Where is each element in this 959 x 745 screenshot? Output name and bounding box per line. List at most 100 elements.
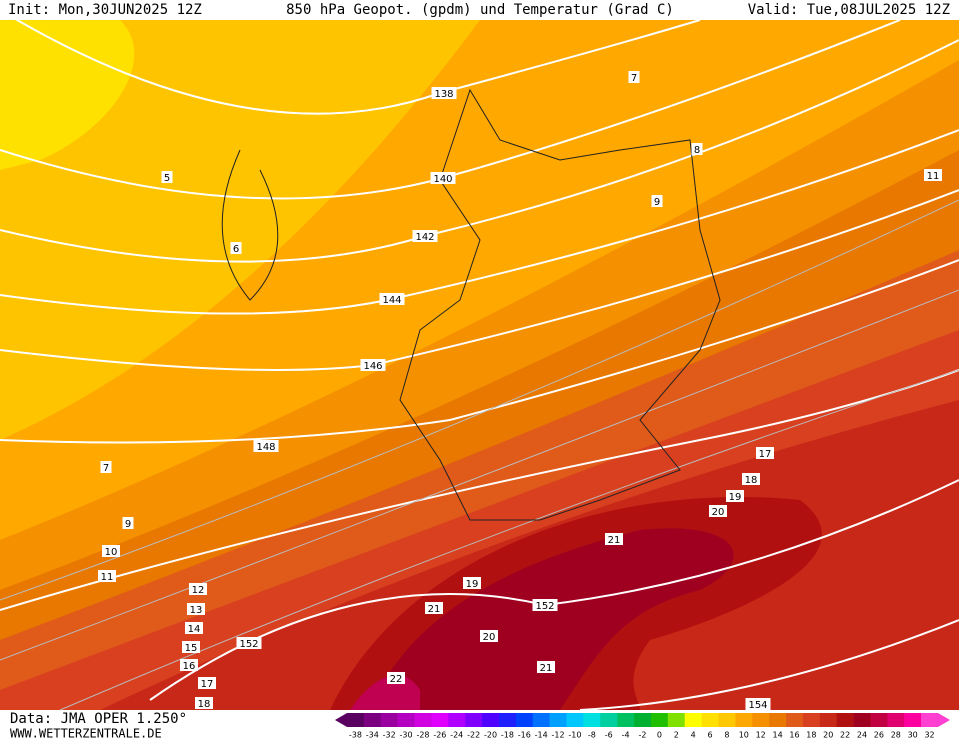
contour-label: 10 bbox=[105, 547, 118, 558]
colorbar-label: -38 bbox=[349, 731, 362, 740]
colorbar-label: -16 bbox=[518, 731, 531, 740]
contour-label: 21 bbox=[428, 604, 441, 615]
contour-label: 13 bbox=[190, 605, 203, 616]
colorbar-label: -32 bbox=[383, 731, 396, 740]
contour-label: 146 bbox=[363, 361, 382, 372]
contour-label: 9 bbox=[654, 197, 660, 208]
colorbar-label: 4 bbox=[691, 731, 696, 740]
colorbar-label: 26 bbox=[874, 731, 884, 740]
country-borders bbox=[221, 88, 721, 521]
colorbar-label: -26 bbox=[433, 731, 446, 740]
contour-label-box bbox=[537, 661, 555, 673]
colorbar-arrow-right bbox=[938, 713, 950, 727]
colorbar-swatch bbox=[701, 713, 719, 727]
contour-label-box bbox=[463, 577, 481, 589]
contour-label-box bbox=[924, 169, 942, 181]
contour-label-box bbox=[430, 172, 456, 184]
temperature-contours bbox=[0, 199, 959, 711]
colorbar-label: 20 bbox=[823, 731, 833, 740]
contour-label-box bbox=[98, 570, 116, 582]
colorbar-swatch bbox=[634, 713, 652, 727]
colorbar-swatch bbox=[363, 713, 382, 727]
contour-label: 154 bbox=[748, 700, 767, 711]
colorbar-label: -14 bbox=[535, 731, 548, 740]
contour-label-box bbox=[412, 230, 438, 242]
colorbar-swatch bbox=[819, 713, 837, 727]
colorbar-label: -10 bbox=[568, 731, 581, 740]
colorbar-swatch bbox=[600, 713, 618, 727]
contour-label-box bbox=[628, 71, 640, 83]
contour-label-box bbox=[182, 641, 200, 653]
colorbar-label: 16 bbox=[789, 731, 799, 740]
colorbar-label: 10 bbox=[739, 731, 749, 740]
colorbar-swatch bbox=[532, 713, 550, 727]
contour-label: 11 bbox=[927, 171, 940, 182]
contour-label-box bbox=[379, 293, 405, 305]
colorbar-swatch bbox=[752, 713, 770, 727]
contour-label-box bbox=[756, 447, 774, 459]
contour-label: 8 bbox=[694, 145, 700, 156]
contour-label: 19 bbox=[466, 579, 479, 590]
colorbar-arrow-left bbox=[335, 713, 347, 727]
contour-label-box bbox=[187, 603, 205, 615]
contour-label-box bbox=[742, 473, 760, 485]
init-time: Init: Mon,30JUN2025 12Z bbox=[8, 2, 202, 18]
colorbar-label: 8 bbox=[724, 731, 729, 740]
website: WWW.WETTERZENTRALE.DE bbox=[10, 727, 162, 741]
colorbar-swatch bbox=[583, 713, 601, 727]
colorbar-swatch bbox=[414, 713, 432, 727]
contour-label-box bbox=[532, 599, 558, 611]
colorbar-swatch bbox=[786, 713, 804, 727]
colorbar-swatch bbox=[549, 713, 567, 727]
contour-label: 20 bbox=[712, 507, 725, 518]
colorbar-swatch bbox=[769, 713, 787, 727]
contour-label: 148 bbox=[256, 442, 275, 453]
colorbar-label: 14 bbox=[772, 731, 782, 740]
colorbar-label: -18 bbox=[501, 731, 514, 740]
contour-label-box bbox=[230, 242, 242, 254]
colorbar: -38 -34 -32 -30 -28 -26 -24 -22 -20 -18 -16 -14 -12-… bbox=[335, 713, 950, 740]
contour-label-box bbox=[691, 143, 703, 155]
colorbar-swatch bbox=[870, 713, 888, 727]
colorbar-swatch bbox=[515, 713, 534, 727]
contour-label-box bbox=[180, 659, 198, 671]
colorbar-swatch bbox=[921, 713, 939, 727]
colorbar-label: 2 bbox=[674, 731, 679, 740]
contour-label: 7 bbox=[631, 73, 637, 84]
contour-label-box bbox=[360, 359, 386, 371]
contour-label-box bbox=[651, 195, 663, 207]
contour-label: 9 bbox=[125, 519, 131, 530]
colorbar-label: 24 bbox=[857, 731, 867, 740]
contour-label: 7 bbox=[103, 463, 109, 474]
contour-label: 138 bbox=[434, 89, 453, 100]
colorbar-swatch bbox=[498, 713, 517, 727]
map-title: 850 hPa Geopot. (gpdm) und Temperatur (G… bbox=[286, 2, 674, 18]
colorbar-swatch bbox=[650, 713, 669, 727]
contour-label: 142 bbox=[415, 232, 434, 243]
colorbar-swatch bbox=[431, 713, 449, 727]
colorbar-swatch bbox=[887, 713, 905, 727]
colorbar-label: -30 bbox=[400, 731, 413, 740]
colorbar-swatch bbox=[566, 713, 584, 727]
colorbar-swatch bbox=[802, 713, 821, 727]
contour-label-box bbox=[189, 583, 207, 595]
colorbar-swatch bbox=[718, 713, 736, 727]
colorbar-label: 30 bbox=[908, 731, 918, 740]
contour-label-box bbox=[605, 533, 623, 545]
colorbar-label: -28 bbox=[416, 731, 429, 740]
contour-label-box bbox=[102, 545, 120, 557]
contour-label-box bbox=[745, 698, 771, 710]
contour-label: 152 bbox=[239, 639, 258, 650]
colorbar-swatch bbox=[904, 713, 922, 727]
contour-label-box bbox=[122, 517, 134, 529]
colorbar-swatch bbox=[836, 713, 854, 727]
colorbar-label: -6 bbox=[605, 731, 613, 740]
colorbar-swatch bbox=[482, 713, 500, 727]
colorbar-label: -34 bbox=[366, 731, 379, 740]
contour-label: 14 bbox=[188, 624, 201, 635]
contour-label: 22 bbox=[390, 674, 403, 685]
contour-label-box bbox=[425, 602, 443, 614]
colorbar-swatch bbox=[347, 713, 365, 727]
colorbar-label: 32 bbox=[924, 731, 934, 740]
